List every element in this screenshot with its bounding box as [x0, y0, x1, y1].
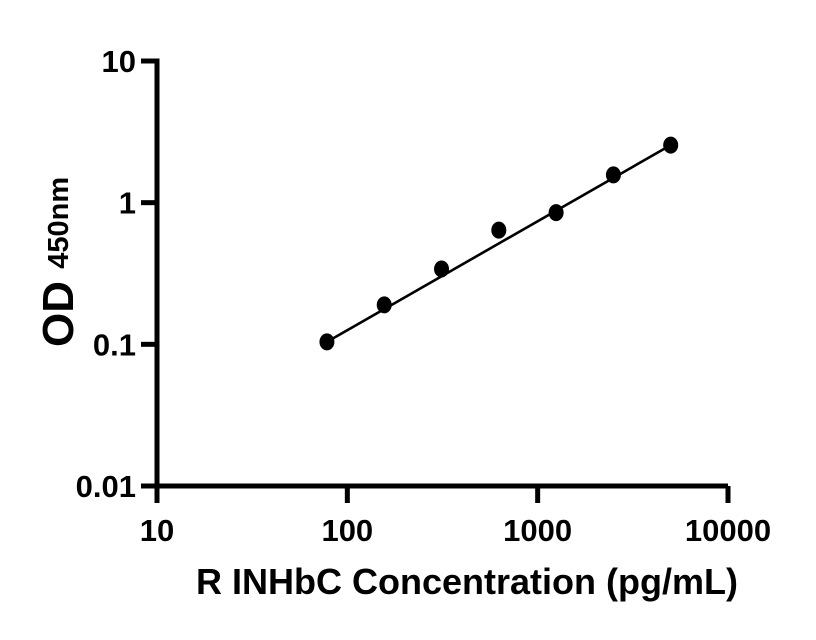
x-tick-label: 1000: [503, 513, 572, 548]
data-point: [548, 204, 564, 222]
data-point: [319, 333, 335, 351]
x-tick-label: 10000: [685, 513, 771, 548]
data-series: [319, 136, 679, 351]
data-point: [605, 166, 621, 184]
x-axis-title: R INHbC Concentration (pg/mL): [196, 561, 738, 602]
y-axis-title-subscript: 450nm: [43, 177, 75, 269]
y-axis-title: OD 450nm: [34, 177, 83, 347]
y-axis-title-main: OD: [34, 281, 83, 347]
plot-axes: [141, 58, 731, 503]
data-point: [376, 296, 392, 314]
data-point: [663, 136, 679, 154]
y-tick-label: 0.01: [76, 469, 136, 504]
x-tick-label: 100: [321, 513, 373, 548]
data-point: [491, 221, 507, 239]
tick-labels: 10 100 1000 10000 10 1 0.1 0.01: [76, 44, 771, 548]
y-tick-label: 10: [102, 44, 136, 79]
x-tick-label: 10: [140, 513, 174, 548]
y-tick-label: 0.1: [93, 327, 136, 362]
y-tick-label: 1: [119, 186, 136, 221]
data-point: [434, 260, 450, 278]
